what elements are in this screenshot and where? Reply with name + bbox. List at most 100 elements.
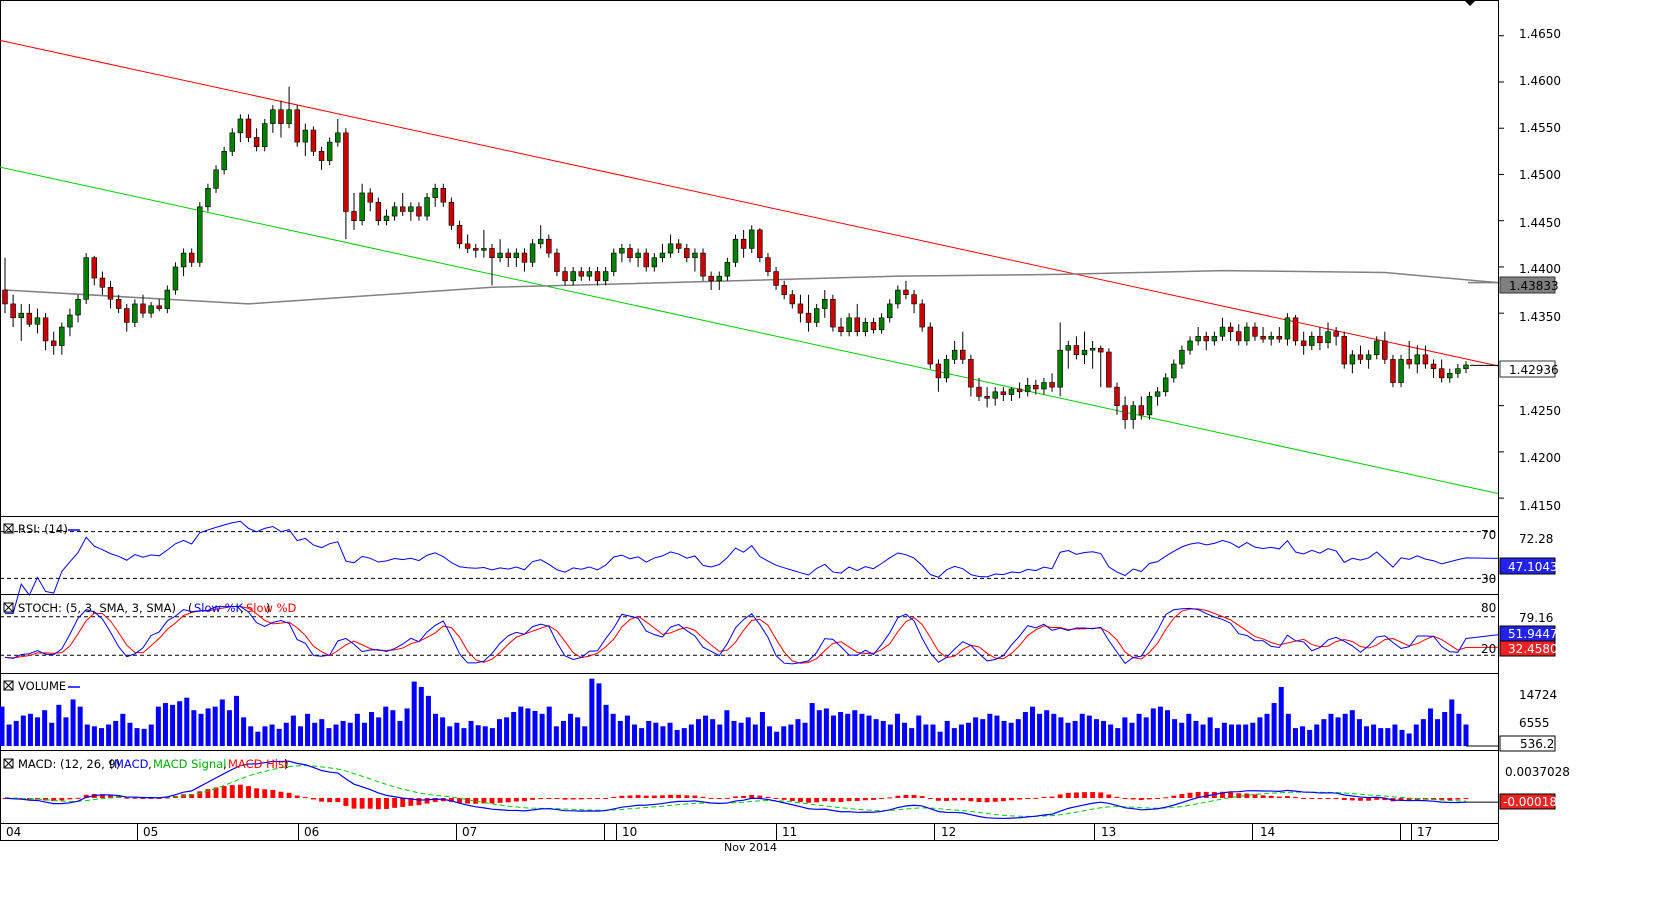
- candle-body: [59, 326, 65, 346]
- candle: [773, 266, 779, 291]
- candle: [675, 239, 682, 254]
- macd-hist-bar: [1455, 798, 1461, 800]
- candle-body: [42, 317, 49, 342]
- macd-hist-bar: [546, 798, 552, 799]
- candle: [294, 105, 300, 147]
- candle-body: [1390, 359, 1396, 383]
- macd-hist-bar: [952, 798, 958, 801]
- candle: [1195, 327, 1201, 346]
- volume-bar: [1328, 713, 1334, 746]
- volume-bar: [1449, 699, 1455, 746]
- price-panel[interactable]: [0, 39, 1499, 494]
- day-label: 04: [6, 825, 21, 839]
- macd-hist-bar: [586, 798, 592, 799]
- candle-body: [424, 197, 430, 217]
- volume-bar: [660, 726, 666, 746]
- volume-bar: [596, 683, 602, 746]
- volume-bar: [617, 720, 623, 746]
- price-tick: 1.4550: [1519, 121, 1561, 135]
- candle: [546, 234, 552, 258]
- macd-hist-bar: [59, 798, 65, 801]
- moving-average-line: [4, 269, 1499, 305]
- macd-legend-sep: ,: [148, 757, 152, 771]
- price-tick: 1.4500: [1519, 168, 1561, 182]
- candle: [107, 280, 114, 309]
- macd-legend-sep: ,: [223, 757, 227, 771]
- volume-bar: [418, 686, 424, 746]
- candle: [1089, 340, 1096, 369]
- macd-hist-bar: [603, 798, 609, 799]
- volume-bar: [1392, 724, 1398, 746]
- macd-hist-bar: [903, 794, 909, 798]
- volume-value-tag: [1499, 735, 1556, 752]
- candle: [318, 146, 325, 170]
- macd-hist-bar: [1439, 798, 1445, 801]
- volume-bar: [63, 717, 69, 746]
- macd-hist-bar: [1236, 793, 1242, 798]
- volume-bar: [454, 722, 460, 746]
- candle-body: [1414, 354, 1421, 365]
- candle: [1000, 387, 1007, 402]
- candle-body: [1333, 331, 1339, 337]
- candle: [1284, 313, 1291, 346]
- macd-hist-bar: [1179, 794, 1185, 798]
- volume-title-text: VOLUME: [18, 679, 66, 693]
- volume-bar: [255, 731, 261, 746]
- volume-bar: [923, 724, 929, 746]
- candle-body: [1089, 348, 1096, 351]
- macd-hist-bar: [1317, 798, 1323, 799]
- candle-body: [919, 303, 925, 328]
- candle: [1422, 345, 1429, 369]
- day-label: 06: [304, 825, 319, 839]
- volume-panel[interactable]: [0, 678, 1498, 747]
- candle: [976, 377, 982, 402]
- volume-bar: [909, 728, 915, 746]
- candle-body: [1325, 331, 1331, 344]
- volume-bar: [198, 713, 204, 746]
- candle-body: [351, 211, 357, 221]
- candle: [805, 294, 812, 332]
- volume-bar: [390, 710, 396, 746]
- candle: [18, 303, 24, 341]
- volume-bar: [1129, 722, 1135, 746]
- candle: [1268, 331, 1274, 346]
- candle-body: [570, 271, 576, 282]
- candle-body: [1154, 391, 1161, 397]
- volume-bar: [774, 731, 780, 746]
- candle: [886, 299, 893, 323]
- macd-hist-bar: [960, 798, 966, 801]
- macd-hist-bar: [416, 798, 422, 806]
- macd-hist-bar: [254, 788, 260, 798]
- candle: [456, 220, 463, 249]
- macd-hist-bar: [1252, 794, 1258, 798]
- candle-body: [724, 262, 731, 277]
- candle-body: [708, 275, 714, 282]
- macd-hist-bar: [99, 794, 105, 798]
- support-trendline: [0, 166, 1499, 494]
- candle: [643, 248, 649, 272]
- candle: [1106, 348, 1112, 388]
- candle-body: [651, 257, 658, 268]
- candle-body: [602, 271, 609, 282]
- rsi-panel[interactable]: [0, 520, 1499, 614]
- volume-bar: [354, 713, 360, 746]
- volume-bar: [1285, 713, 1291, 746]
- volume-bar: [1029, 706, 1035, 746]
- rsi-value-tag: [1499, 557, 1556, 575]
- candle: [1292, 315, 1299, 346]
- candle: [870, 317, 877, 334]
- macd-panel[interactable]: [2, 760, 1498, 820]
- candle-body: [895, 289, 901, 305]
- volume-bar: [781, 726, 787, 746]
- candle: [846, 313, 852, 337]
- stoch-panel[interactable]: [0, 605, 1499, 665]
- volume-bar: [1278, 686, 1284, 746]
- candle-body: [1138, 405, 1145, 416]
- candle-body: [521, 252, 528, 263]
- close-icon-cross: [3, 523, 14, 534]
- volume-bar: [177, 701, 183, 746]
- close-icon-cross: [3, 680, 14, 691]
- candle-body: [335, 132, 341, 143]
- volume-bar: [212, 706, 218, 746]
- volume-bar: [603, 704, 609, 746]
